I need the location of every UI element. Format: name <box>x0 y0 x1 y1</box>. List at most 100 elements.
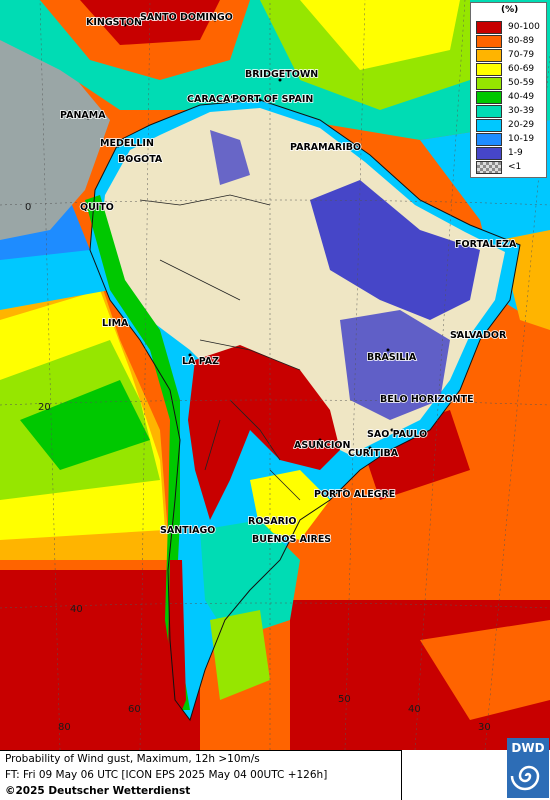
city-dot <box>288 535 292 539</box>
city-lima: LIMA <box>102 318 129 329</box>
city-dot <box>93 204 97 208</box>
nw-pacific-low-prob <box>0 40 110 240</box>
city-dot <box>456 331 460 335</box>
legend-swatch <box>476 161 502 174</box>
city-dot <box>128 158 132 162</box>
city-la-paz: LA PAZ <box>182 356 219 367</box>
city-dot <box>110 318 114 322</box>
pacific-band-40 <box>20 380 150 470</box>
legend-swatch <box>476 91 502 104</box>
legend-label: <1 <box>508 162 522 172</box>
footer: Probability of Wind gust, Maximum, 12h >… <box>0 738 550 800</box>
city-dot <box>278 78 282 82</box>
city-dot <box>188 353 192 357</box>
city-dot <box>123 23 127 27</box>
city-dot <box>318 438 322 442</box>
dwd-logo: DWD <box>507 738 549 798</box>
legend-label: 10-19 <box>508 134 535 144</box>
city-porto-alegre: PORTO ALEGRE <box>314 489 395 500</box>
legend-label: 50-59 <box>508 78 535 88</box>
legend-label: 30-39 <box>508 106 535 116</box>
caribbean-band-90 <box>80 0 220 45</box>
legend-swatch <box>476 147 502 160</box>
wind-gust-probability-map: 0 20 40 80 60 50 40 30 KINGSTON SANTO DO… <box>0 0 550 750</box>
city-asuncion: ASUNCION <box>294 440 350 451</box>
legend-swatch <box>476 49 502 62</box>
city-dot <box>213 18 217 22</box>
legend-entry: 40-49 <box>476 91 546 105</box>
info-box: Probability of Wind gust, Maximum, 12h >… <box>0 750 402 800</box>
legend-swatch <box>476 133 502 146</box>
city-fortaleza: FORTALEZA <box>455 239 517 250</box>
coastline <box>89 99 521 722</box>
city-salvador: SALVADOR <box>450 330 507 341</box>
city-kingston: KINGSTON <box>86 17 142 28</box>
legend-entry: 20-29 <box>476 119 546 133</box>
lat-label-20s: 20 <box>38 402 51 413</box>
legend-swatch <box>476 77 502 90</box>
graticule <box>0 0 550 750</box>
southern-andes-high-prob <box>168 560 186 720</box>
spiral-icon <box>510 765 540 791</box>
city-dot <box>320 144 324 148</box>
city-dot <box>258 98 262 102</box>
city-sao-paulo: SAO PAULO <box>367 429 427 440</box>
lon-label-60w: 60 <box>128 704 141 715</box>
city-bogota: BOGOTA <box>118 154 163 165</box>
city-dot <box>386 348 390 352</box>
city-dot <box>368 446 372 450</box>
city-dot <box>343 488 347 492</box>
city-curitiba: CURITIBA <box>348 448 399 459</box>
city-dot <box>210 95 214 99</box>
legend-label: 40-49 <box>508 92 535 102</box>
dwd-logo-text: DWD <box>511 741 545 755</box>
lat-label-40s: 40 <box>70 604 83 615</box>
lat-label-0: 0 <box>25 202 31 213</box>
city-caracas: CARACAS <box>187 94 237 105</box>
legend-label: 60-69 <box>508 64 535 74</box>
legend-swatch <box>476 119 502 132</box>
legend-entry: 50-59 <box>476 77 546 91</box>
legend-entry: 80-89 <box>476 35 546 49</box>
city-labels: KINGSTON SANTO DOMINGO BRIDGETOWN CARACA… <box>59 11 518 546</box>
city-belo-horizonte: BELO HORIZONTE <box>380 394 474 405</box>
legend-swatch <box>476 63 502 76</box>
legend-label: 90-100 <box>508 22 540 32</box>
legend-label: 80-89 <box>508 36 535 46</box>
legend-entry: 60-69 <box>476 63 546 77</box>
lon-label-80w: 80 <box>58 722 71 733</box>
legend-entry: 1-9 <box>476 147 546 161</box>
city-dot <box>188 526 192 530</box>
city-medellin: MEDELLIN <box>100 138 154 149</box>
city-quito: QUITO <box>80 202 114 213</box>
legend-label: 1-9 <box>508 148 523 158</box>
city-port-of-spain: PORT OF SPAIN <box>232 94 313 105</box>
city-dot <box>468 240 472 244</box>
legend: (%) 90-100 80-89 70-79 60-69 50-59 40-49 30-39… <box>470 2 547 178</box>
lon-label-50w: 50 <box>338 694 351 705</box>
city-santo-domingo: SANTO DOMINGO <box>140 12 233 23</box>
city-paramaribo: PARAMARIBO <box>290 142 361 153</box>
product-description: Probability of Wind gust, Maximum, 12h >… <box>5 753 260 765</box>
city-panama: PANAMA <box>60 110 106 121</box>
chaco-high-prob <box>188 345 340 520</box>
city-dot <box>418 394 422 398</box>
city-bridgetown: BRIDGETOWN <box>245 69 318 80</box>
legend-swatch <box>476 105 502 118</box>
patagonia-band-30 <box>200 520 300 640</box>
legend-entry: <1 <box>476 161 546 175</box>
lon-label-40w: 40 <box>408 704 421 715</box>
far-south-atlantic-band-80 <box>420 620 550 720</box>
brazil-southeast-band-1-9 <box>340 310 450 420</box>
legend-label: 20-29 <box>508 120 535 130</box>
city-santiago: SANTIAGO <box>160 525 215 536</box>
forecast-time: FT: Fri 09 May 06 UTC [ICON EPS 2025 May… <box>5 769 328 781</box>
legend-unit: (%) <box>501 5 519 15</box>
lon-label-30w: 30 <box>478 722 491 733</box>
south-patagonia-band-50 <box>210 610 270 700</box>
legend-swatch <box>476 21 502 34</box>
pampas-band-60 <box>250 470 330 540</box>
copyright: ©2025 Deutscher Wetterdienst <box>5 785 191 797</box>
legend-entry: 10-19 <box>476 133 546 147</box>
legend-entry: 30-39 <box>476 105 546 119</box>
